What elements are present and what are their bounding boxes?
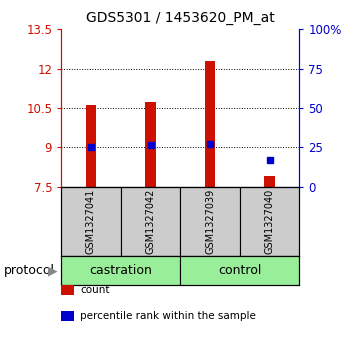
Text: ▶: ▶ <box>48 264 58 277</box>
Bar <box>264 176 275 187</box>
Text: GSM1327039: GSM1327039 <box>205 189 215 254</box>
Bar <box>205 61 215 187</box>
Bar <box>86 105 96 187</box>
Bar <box>240 187 299 256</box>
Bar <box>180 187 240 256</box>
Title: GDS5301 / 1453620_PM_at: GDS5301 / 1453620_PM_at <box>86 11 275 25</box>
Text: control: control <box>218 264 261 277</box>
Text: GSM1327042: GSM1327042 <box>146 189 155 254</box>
Text: GSM1327041: GSM1327041 <box>86 189 96 254</box>
Text: protocol: protocol <box>4 264 55 277</box>
Text: castration: castration <box>89 264 152 277</box>
Text: GSM1327040: GSM1327040 <box>265 189 274 254</box>
Bar <box>61 256 180 285</box>
Bar <box>61 187 121 256</box>
Bar <box>145 102 156 187</box>
Bar <box>121 187 180 256</box>
Text: count: count <box>80 285 110 295</box>
Bar <box>180 256 299 285</box>
Text: percentile rank within the sample: percentile rank within the sample <box>80 311 256 321</box>
